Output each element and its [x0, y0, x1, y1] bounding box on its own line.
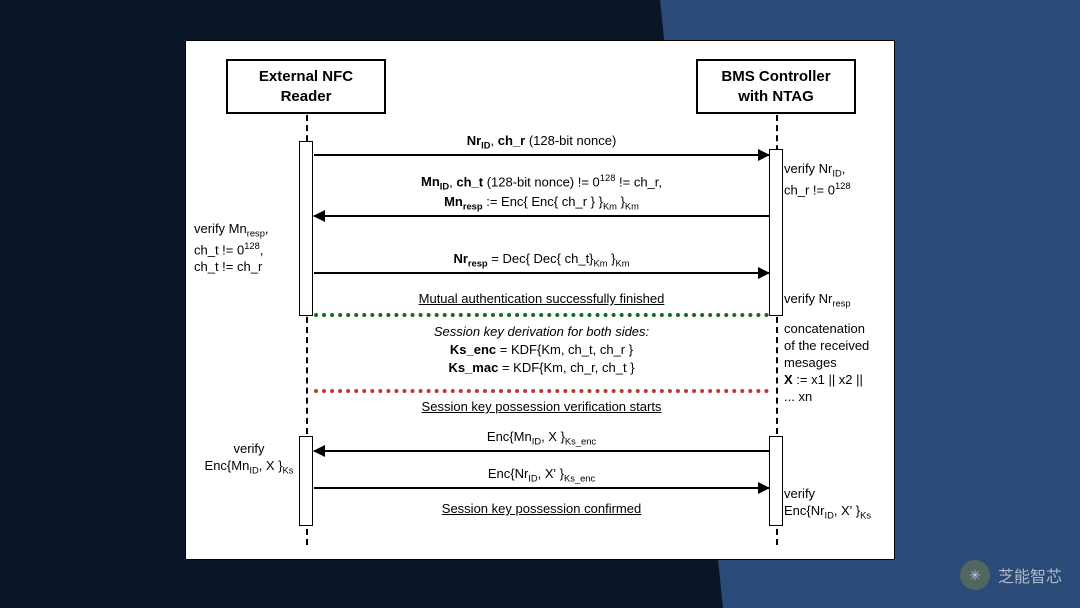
derivation-title: Session key derivation for both sides: [434, 324, 646, 339]
note-verify-nrid: verify NrID,ch_r != 0128: [784, 161, 899, 199]
message-3-arrow: [314, 272, 769, 274]
session-key-derivation: Session key derivation for both sides: K…: [314, 323, 769, 378]
note-verify-nrresp: verify Nrresp: [784, 291, 899, 310]
divider-mutual-auth: Mutual authentication successfully finis…: [314, 291, 769, 306]
participant-reader: External NFCReader: [226, 59, 386, 114]
participant-bms: BMS Controllerwith NTAG: [696, 59, 856, 114]
message-1: NrID, ch_r (128-bit nonce): [314, 133, 769, 156]
note-concatenation: concatenationof the receivedmesagesX := …: [784, 321, 899, 405]
watermark-glyph: ✳: [969, 567, 981, 584]
note-verify-mnresp: verify Mnresp,ch_t != 0128,ch_t != ch_r: [194, 221, 309, 276]
watermark: ✳ 芝能智芯: [960, 560, 1062, 590]
dotted-green: [314, 313, 769, 317]
message-5-arrow: [314, 487, 769, 489]
message-3-label: Nrresp = Dec{ Dec{ ch_t}Km }Km: [314, 251, 769, 270]
message-5-label: Enc{NrID, X' }Ks_enc: [314, 466, 769, 485]
message-4: Enc{MnID, X }Ks_enc: [314, 429, 769, 452]
message-2-arrow: [314, 215, 769, 217]
activation-bms-1: [769, 149, 783, 316]
watermark-text: 芝能智芯: [998, 563, 1062, 587]
activation-bms-2: [769, 436, 783, 526]
message-3: Nrresp = Dec{ Dec{ ch_t}Km }Km: [314, 251, 769, 274]
note-verify-enc-mn: verifyEnc{MnID, X }Ks: [194, 441, 304, 477]
divider-verification-start: Session key possession verification star…: [314, 399, 769, 414]
message-1-arrow: [314, 154, 769, 156]
derivation-ks-mac: Ks_mac = KDF{Km, ch_r, ch_t }: [314, 359, 769, 377]
sequence-diagram: External NFCReader BMS Controllerwith NT…: [185, 40, 895, 560]
message-4-label: Enc{MnID, X }Ks_enc: [314, 429, 769, 448]
message-2-label: MnID, ch_t (128-bit nonce) != 0128 != ch…: [314, 173, 769, 213]
message-1-label: NrID, ch_r (128-bit nonce): [314, 133, 769, 152]
message-4-arrow: [314, 450, 769, 452]
divider-confirmed: Session key possession confirmed: [314, 501, 769, 516]
watermark-icon: ✳: [960, 560, 990, 590]
dotted-red: [314, 389, 769, 393]
note-verify-enc-nr: verifyEnc{NrID, X' }Ks: [784, 486, 899, 522]
message-5: Enc{NrID, X' }Ks_enc: [314, 466, 769, 489]
message-2: MnID, ch_t (128-bit nonce) != 0128 != ch…: [314, 173, 769, 217]
derivation-ks-enc: Ks_enc = KDF{Km, ch_t, ch_r }: [314, 341, 769, 359]
